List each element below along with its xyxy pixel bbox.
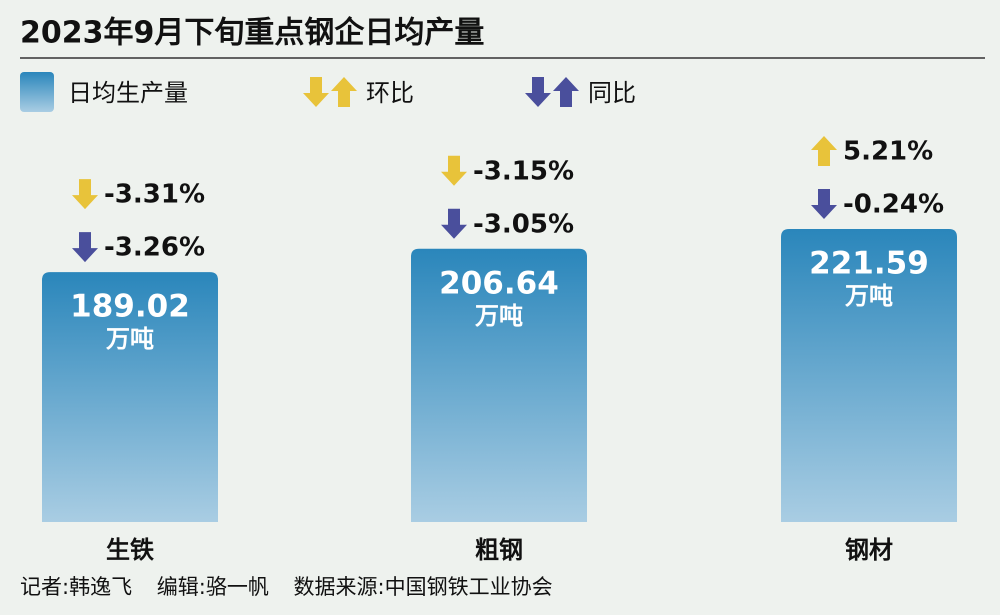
unit-label: 万吨 — [475, 302, 523, 330]
value-label: 206.64 — [439, 265, 559, 301]
arrow — [811, 189, 837, 219]
legend-label: 日均生产量 — [68, 79, 188, 107]
arrow — [72, 232, 98, 263]
bar — [781, 229, 957, 522]
change-label: 5.21% — [843, 137, 933, 167]
arrow — [331, 77, 357, 107]
change-label: -3.15% — [473, 156, 574, 186]
arrow — [72, 179, 98, 210]
arrow — [811, 136, 837, 166]
credit: 数据来源:中国钢铁工业协会 — [294, 575, 553, 599]
legend-changes: 环比 同比 — [303, 77, 636, 107]
arrow — [441, 155, 467, 186]
change-label: -3.26% — [104, 233, 205, 263]
arrow — [525, 77, 551, 107]
credit: 编辑:骆一帆 — [157, 575, 269, 599]
legend-label: 环比 — [366, 79, 414, 107]
value-label: 221.59 — [809, 246, 929, 282]
x-tick-label: 生铁 — [106, 536, 154, 564]
credit: 记者:韩逸飞 — [20, 575, 132, 599]
bar — [411, 248, 587, 522]
unit-label: 万吨 — [106, 325, 154, 353]
plot: 189.02万吨生铁-3.31%-3.26%206.64万吨粗钢-3.15%-3… — [42, 136, 957, 564]
x-tick-label: 钢材 — [845, 536, 893, 564]
value-label: 189.02 — [70, 289, 190, 325]
arrow — [303, 77, 329, 107]
legend-swatch — [20, 72, 54, 112]
change-label: -3.05% — [473, 209, 574, 239]
unit-label: 万吨 — [845, 282, 893, 310]
chart-title: 2023年9月下旬重点钢企日均产量 — [20, 16, 484, 51]
legend-label: 同比 — [588, 79, 636, 107]
change-label: -0.24% — [843, 190, 944, 220]
x-tick-label: 粗钢 — [475, 536, 523, 564]
credits: 记者:韩逸飞 编辑:骆一帆 数据来源:中国钢铁工业协会 — [20, 575, 553, 599]
arrow — [553, 77, 579, 107]
bar — [42, 272, 218, 522]
arrow — [441, 208, 467, 239]
change-label: -3.31% — [104, 180, 205, 210]
